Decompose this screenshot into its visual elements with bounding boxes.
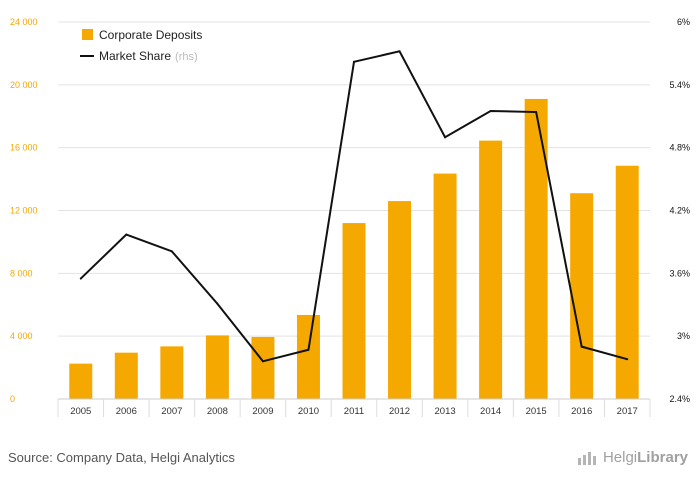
y-right-tick-label: 4.8% (669, 143, 690, 153)
bar-2015 (524, 98, 548, 400)
bar-2008 (205, 335, 229, 399)
market-share-point-2017 (626, 358, 629, 361)
y-right-tick-label: 2.4% (669, 394, 690, 404)
y-left-tick-label: 24 000 (10, 17, 38, 27)
legend: Corporate Deposits Market Share (rhs) (80, 28, 202, 63)
x-axis: 2005 2006 2007 2008 2009 2010 2011 2012 2013 2014… (57, 398, 651, 417)
source-note: Source: Company Data, Helgi Analytics (8, 450, 235, 465)
chart: 0 4 000 8 000 12 000 16 000 20 000 24 000 2.4%… (10, 17, 690, 417)
y-left-tick-label: 20 000 (10, 80, 38, 90)
y-right-tick-label: 4.2% (669, 206, 690, 216)
legend-label-market-share: Market Share (rhs) (99, 49, 198, 63)
x-tick-label: 2014 (480, 406, 501, 417)
brand-logo: Helgi Library (577, 449, 688, 466)
y-right-tick-label: 3% (677, 331, 690, 341)
bar-2010 (296, 314, 320, 399)
bar-2016 (570, 193, 594, 399)
legend-label-market-share-name: Market Share (99, 49, 171, 63)
market-share-point-2016 (580, 345, 583, 348)
market-share-point-2009 (261, 360, 264, 363)
bar-2012 (388, 201, 412, 399)
market-share-point-2005 (79, 277, 82, 280)
legend-label-corporate-deposits: Corporate Deposits (99, 28, 202, 42)
x-tick-label: 2013 (435, 406, 456, 417)
bar-2017 (615, 165, 639, 399)
bar-series-corporate-deposits (69, 98, 639, 400)
x-tick-label: 2009 (252, 406, 273, 417)
y-right-tick-label: 6% (677, 17, 690, 27)
y-left-tick-label: 16 000 (10, 143, 38, 153)
market-share-point-2007 (170, 250, 173, 253)
y-right-tick-label: 3.6% (669, 268, 690, 278)
market-share-point-2008 (216, 302, 219, 305)
bar-2007 (160, 346, 184, 399)
market-share-point-2011 (353, 60, 355, 63)
y-right-tick-label: 5.4% (669, 80, 690, 90)
market-share-point-2014 (489, 110, 492, 113)
helgi-logo-icon (577, 451, 596, 465)
y-left-tick-label: 8 000 (10, 268, 33, 278)
brand-name-light: Helgi (602, 449, 638, 466)
legend-rhs-note: (rhs) (175, 51, 198, 63)
x-tick-label: 2017 (617, 406, 638, 417)
x-tick-label: 2015 (526, 406, 547, 417)
market-share-point-2013 (444, 136, 447, 139)
x-tick-label: 2005 (70, 406, 91, 417)
x-tick-label: 2011 (344, 406, 364, 417)
y-left-tick-label: 12 000 (10, 206, 38, 216)
market-share-point-2015 (535, 111, 538, 114)
bar-2009 (251, 336, 275, 399)
x-tick-label: 2016 (571, 406, 592, 417)
brand-name-bold: Library (637, 449, 688, 466)
line-series-market-share (79, 50, 629, 363)
y-axis-left: 0 4 000 8 000 12 000 16 000 20 000 24 000 (10, 17, 38, 404)
market-share-point-2006 (125, 233, 128, 236)
market-share-point-2010 (307, 348, 310, 351)
legend-swatch-corporate-deposits (82, 29, 93, 40)
x-tick-label: 2010 (298, 406, 319, 417)
x-tick-label: 2007 (161, 406, 182, 417)
x-tick-label: 2006 (116, 406, 137, 417)
bar-2011 (342, 223, 366, 399)
bar-2005 (69, 363, 93, 399)
x-tick-label: 2008 (207, 406, 228, 417)
y-left-tick-label: 0 (10, 394, 15, 404)
x-tick-label: 2012 (389, 406, 410, 417)
y-axis-right: 2.4% 3% 3.6% 4.2% 4.8% 5.4% 6% (669, 17, 690, 404)
bar-2014 (479, 140, 503, 400)
bar-2006 (114, 352, 138, 399)
bar-2013 (433, 173, 457, 399)
y-left-tick-label: 4 000 (10, 331, 33, 341)
market-share-point-2012 (398, 50, 401, 53)
